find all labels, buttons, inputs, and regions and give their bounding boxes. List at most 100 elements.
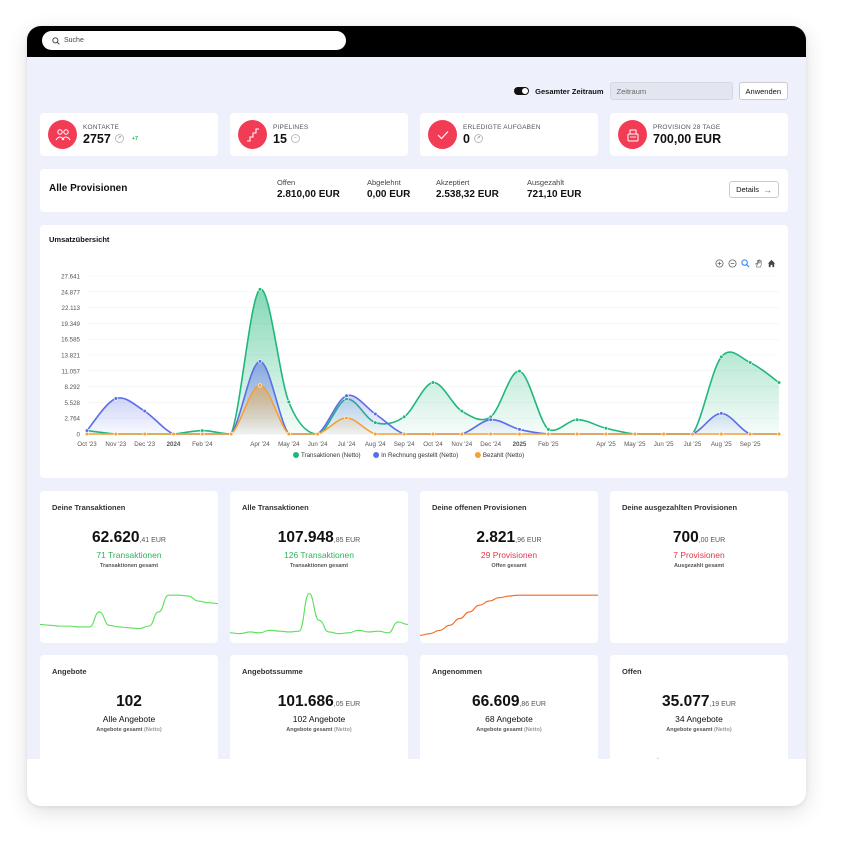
amount-decimals: ,96 EUR xyxy=(515,537,542,544)
x-tick-label: Aug '25 xyxy=(711,441,732,448)
zoom-out-icon[interactable] xyxy=(728,259,737,268)
details-button[interactable]: Details → xyxy=(729,181,779,198)
card-offer-sum: Angebotssumme 101.686,05 EUR 102 Angebot… xyxy=(230,655,408,759)
revenue-chart[interactable]: 27.641 24.877 22.113 19.349 16.585 13.821 11.0… xyxy=(40,225,788,478)
data-point xyxy=(257,383,263,388)
amount-decimals: ,85 EUR xyxy=(333,537,361,544)
x-tick-label: 2025 xyxy=(513,441,527,448)
y-tick-label: 11.057 xyxy=(62,368,81,375)
legend-marker xyxy=(474,452,481,458)
footnote-text: Angebote gesamt xyxy=(666,727,713,733)
footnote-muted: (Netto) xyxy=(333,727,352,733)
y-tick-label: 8.292 xyxy=(65,384,81,391)
legend-label: In Rechnung gestellt (Netto) xyxy=(381,452,458,459)
card-amount: 62.620,41 EUR xyxy=(40,529,218,547)
x-tick-label: Feb '25 xyxy=(538,441,559,448)
card-accepted: Angenommen 66.609,86 EUR 68 Angebote Ang… xyxy=(420,655,598,759)
provision-rejected: Abgelehnt 0,00 EUR xyxy=(367,178,410,200)
data-point xyxy=(517,431,522,437)
kpi-value: 700,00 EUR xyxy=(653,131,722,146)
zoom-in-icon[interactable] xyxy=(715,259,724,268)
data-point xyxy=(488,417,493,422)
zoom-selection-icon[interactable] xyxy=(741,259,750,268)
card-subtitle: 7 Provisionen xyxy=(673,550,725,560)
data-point xyxy=(257,359,263,364)
kpi-pipelines[interactable]: PIPELINES 15– xyxy=(230,113,408,156)
register-icon xyxy=(618,120,647,149)
app-window: Suche Gesamter Zeitraum Zeitraum Anwende… xyxy=(27,26,806,806)
date-filter: Gesamter Zeitraum Zeitraum Anwenden xyxy=(514,82,788,100)
kpi-tasks[interactable]: ERLEDIGTE AUFGABEN 0 ↗ xyxy=(420,113,598,156)
card-amount: 102 xyxy=(40,693,218,711)
data-point xyxy=(719,411,724,416)
data-point xyxy=(344,393,349,398)
legend-marker xyxy=(293,452,299,458)
all-time-label: Gesamter Zeitraum xyxy=(535,86,604,96)
card-title: Deine offenen Provisionen xyxy=(432,503,527,512)
legend-label: Bezahlt (Netto) xyxy=(483,452,524,459)
chart-title: Umsatzübersicht xyxy=(49,235,110,244)
provision-value: 2.810,00 EUR xyxy=(277,189,340,200)
card-paid-provisions: Deine ausgezahlten Provisionen 700,00 EU… xyxy=(610,491,788,643)
x-tick-label: Apr '24 xyxy=(250,441,270,448)
all-time-toggle[interactable] xyxy=(514,87,530,95)
series-area xyxy=(87,289,779,434)
dashboard-content: Gesamter Zeitraum Zeitraum Anwenden KONT… xyxy=(27,57,806,759)
x-tick-label: Oct '24 xyxy=(423,441,443,448)
amount-main: 102 xyxy=(116,693,142,710)
kpi-label: PROVISION 28 TAGE xyxy=(653,123,721,131)
provision-label: Akzeptiert xyxy=(436,178,470,187)
provision-paid: Ausgezahlt 721,10 EUR xyxy=(527,178,581,200)
provision-label: Ausgezahlt xyxy=(527,178,565,187)
amount-main: 35.077 xyxy=(662,693,710,710)
data-point xyxy=(575,431,580,437)
details-label: Details xyxy=(736,185,759,194)
y-tick-label: 13.821 xyxy=(61,353,80,360)
data-point xyxy=(344,397,349,402)
kpi-contacts[interactable]: KONTAKTE 2757 ↗ +7 xyxy=(40,113,218,156)
search-input[interactable]: Suche xyxy=(42,31,346,50)
x-tick-label: Jul '24 xyxy=(338,441,356,448)
x-tick-label: Jun '24 xyxy=(308,441,328,448)
data-point xyxy=(459,409,464,414)
data-point xyxy=(517,427,522,432)
data-point xyxy=(142,431,147,437)
card-open-provisions: Deine offenen Provisionen 2.821,96 EUR 2… xyxy=(420,491,598,643)
card-title: Alle Transaktionen xyxy=(242,503,309,512)
x-tick-label: Apr '25 xyxy=(596,441,616,448)
x-tick-label: Dec '23 xyxy=(134,441,155,448)
card-footnote: Angebote gesamt (Netto) xyxy=(420,727,598,733)
provision-label: Offen xyxy=(277,178,296,187)
card-subtitle: 102 Angebote xyxy=(292,714,346,724)
amount-main: 66.609 xyxy=(472,693,520,710)
data-point xyxy=(603,426,609,431)
data-point xyxy=(373,431,378,437)
apply-button[interactable]: Anwenden xyxy=(738,82,788,100)
card-title: Angebote xyxy=(52,667,87,676)
pipeline-icon xyxy=(238,120,267,149)
pan-hand-icon[interactable] xyxy=(754,259,763,268)
home-reset-icon[interactable] xyxy=(767,259,776,268)
date-range-input[interactable]: Zeitraum xyxy=(609,82,733,100)
data-point xyxy=(488,431,493,437)
x-tick-label: Dec '24 xyxy=(480,441,501,448)
provision-value: 0,00 EUR xyxy=(367,189,411,200)
amount-main: 107.948 xyxy=(277,529,334,546)
data-point xyxy=(632,431,637,437)
sparkline xyxy=(230,592,408,635)
kpi-commission[interactable]: PROVISION 28 TAGE 700,00 EUR xyxy=(610,113,788,156)
y-tick-label: 16.585 xyxy=(61,337,80,344)
card-amount: 35.077,19 EUR xyxy=(610,693,788,711)
data-point xyxy=(776,431,782,437)
amount-decimals: ,41 EUR xyxy=(139,537,166,544)
y-tick-label: 22.113 xyxy=(62,305,81,312)
check-icon xyxy=(428,120,457,149)
x-tick-label: Jul '25 xyxy=(684,441,702,448)
x-tick-label: Aug '24 xyxy=(365,441,386,448)
data-point xyxy=(200,431,205,437)
amount-decimals: ,05 EUR xyxy=(333,701,361,708)
data-point xyxy=(517,369,522,374)
kpi-label: ERLEDIGTE AUFGABEN xyxy=(463,123,541,131)
amount-main: 62.620 xyxy=(92,529,140,546)
y-tick-label: 27.641 xyxy=(61,274,80,281)
